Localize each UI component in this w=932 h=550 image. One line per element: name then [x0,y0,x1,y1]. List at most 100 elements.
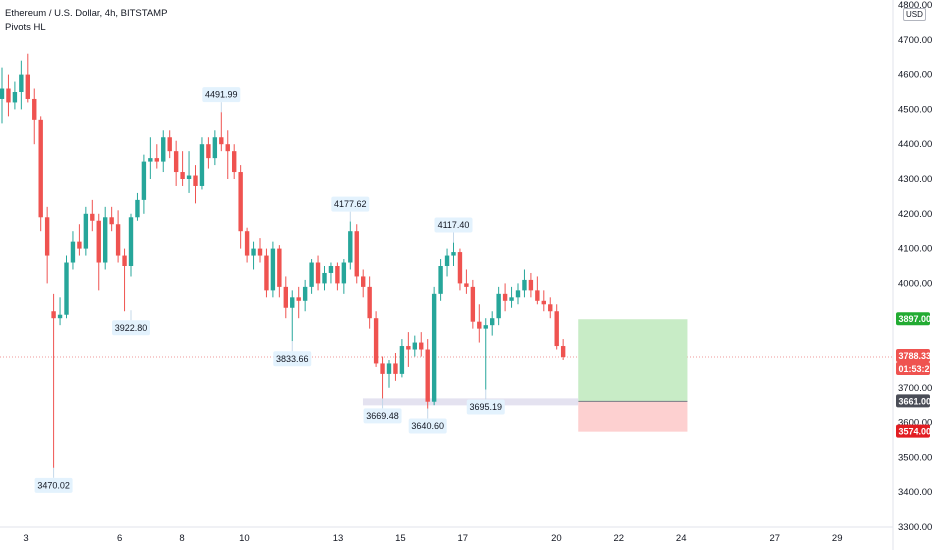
candle [296,286,301,319]
last-price-tag: 3788.33 [896,349,931,363]
candle-body [496,293,501,319]
pivot-label: 3640.60 [411,421,444,431]
candle [425,339,430,409]
candle [302,279,308,312]
candle [257,238,263,263]
candle [225,130,230,179]
candle [19,60,24,110]
candle [380,356,385,399]
candle [438,259,443,301]
candle-body [296,297,301,301]
pivot-box [112,320,150,336]
candle-body [51,311,56,319]
candle [264,248,269,298]
candle-body [502,293,508,301]
pivot-label: 4117.40 [438,220,470,230]
candle [251,241,256,270]
candle-body [154,158,159,162]
candle [354,224,359,284]
target-price-tag-bg [896,312,930,326]
candle-body [161,137,166,162]
candle-body [141,161,147,200]
pivot-labels: 4491.99 3470.02 3922.80 3833.66 4177.62 3669.… [34,87,505,493]
candle [161,130,166,173]
entry-price-tag-text: 3661.00 [899,396,932,406]
currency-button[interactable]: USD [903,8,926,21]
candle [464,269,469,294]
candle-body [470,286,476,322]
candle [25,53,30,103]
candle [548,297,553,319]
target-price-tag-text: 3897.00 [899,314,932,324]
pivot-label: 3470.02 [37,480,70,490]
candle [109,206,114,232]
candle [238,165,243,249]
candle [457,248,463,291]
candle [6,74,11,117]
indicator-label[interactable]: Pivots HL [5,22,46,33]
x-tick-label: 29 [832,533,843,544]
candle-body [406,346,411,350]
x-tick-label: 3 [23,533,28,544]
candle [393,353,398,381]
symbol-title[interactable]: Ethereum / U.S. Dollar, 4h, BITSTAMP [5,8,168,19]
candle-body [173,151,179,173]
candle [70,231,76,270]
candle-body [135,199,140,218]
candle [522,269,527,298]
candle-body [32,98,37,120]
pivot-high: 4177.62 [331,196,370,222]
candle-body [270,248,276,291]
candle-body [425,349,430,402]
candle-body [277,248,282,287]
candle [515,283,521,305]
pivot-high: 4117.40 [434,217,473,243]
candle-body [251,248,256,256]
candle-body [128,217,134,266]
candle [219,112,224,152]
stop-price-tag: 3574.00 [896,424,931,438]
candle-body [438,266,443,294]
candle-body [25,74,30,99]
candle-body [541,300,546,305]
candle [290,290,295,342]
candle [96,213,101,291]
candle-body [90,213,95,221]
candle [193,165,198,204]
y-tick-label: 4600.00 [898,70,932,81]
candle [560,339,566,360]
pivot-high: 4491.99 [202,87,241,113]
y-tick-label: 3400.00 [898,487,932,498]
candle-body [535,290,540,301]
y-tick-label: 4800.00 [898,0,932,11]
candle-body [554,311,559,347]
candle-body [122,255,127,266]
y-tick-label: 4400.00 [898,139,932,150]
candle-body [19,74,24,92]
candle-body [238,172,243,232]
y-tick-label: 4700.00 [898,35,932,46]
x-tick-label: 22 [614,533,625,544]
target-zone[interactable] [578,319,688,402]
candle [477,304,482,343]
entry-price-tag: 3661.00 [896,394,932,408]
candle-body [309,262,314,287]
y-tick-label: 4000.00 [898,278,932,289]
candle-body [464,283,469,287]
price-tags: 3897.00 3788.33 01:53:27 3661.00 3574.00 [896,312,932,438]
candle [135,192,140,221]
candle-body [451,252,456,256]
candle [128,213,134,277]
candle [90,199,95,232]
candle [509,286,514,308]
candle [186,151,192,193]
x-tick-label: 20 [551,533,562,544]
stop-zone[interactable] [578,401,688,432]
candle [535,276,540,305]
candle-body [399,346,405,374]
candle-body [219,137,224,145]
candle [361,269,366,298]
candle-body [283,286,288,308]
candle-body [322,272,327,284]
